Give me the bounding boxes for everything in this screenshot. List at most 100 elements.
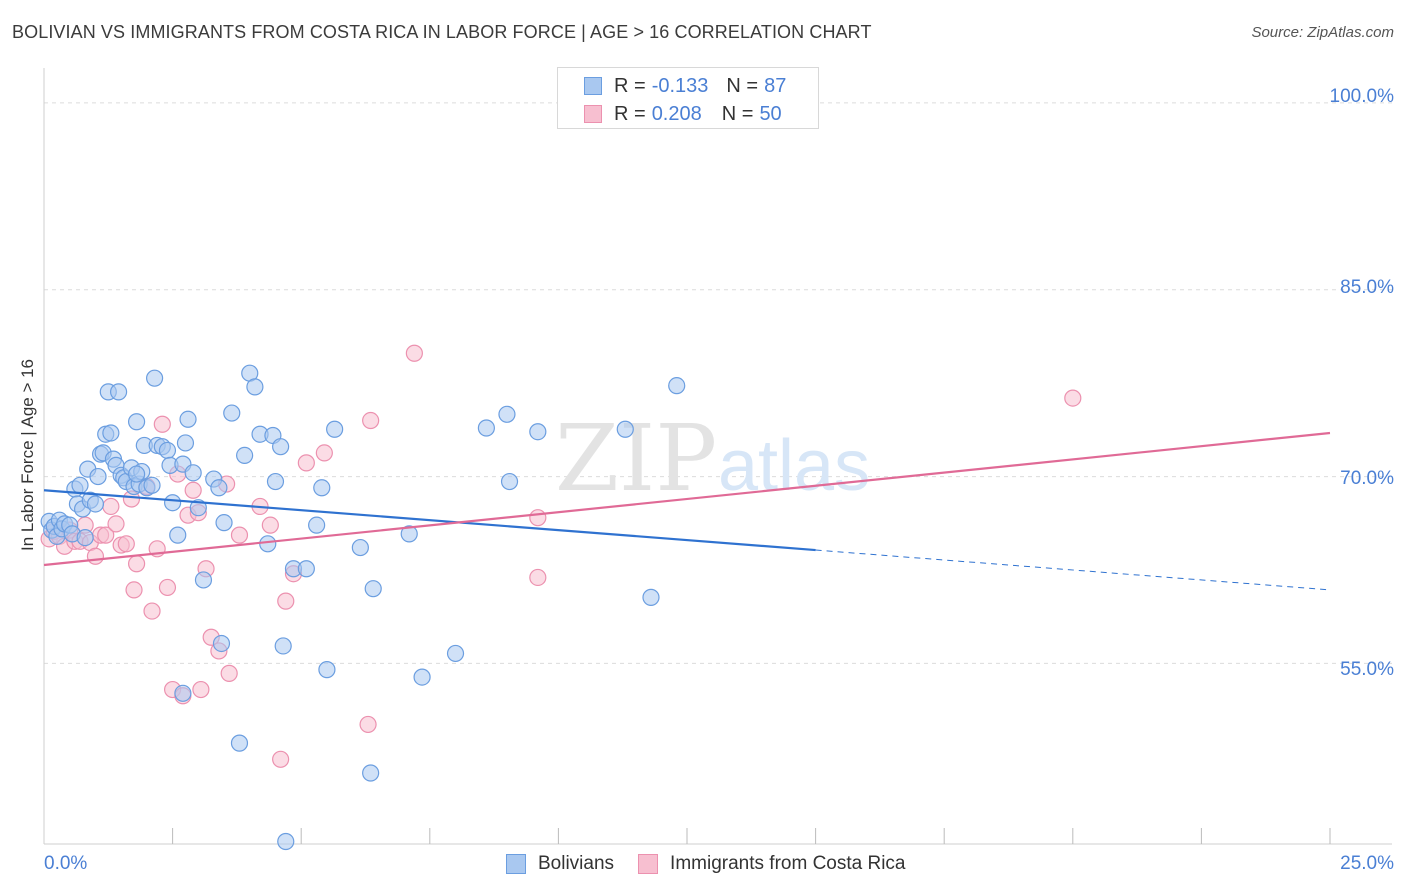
trend-line-costa-rica [43,431,1331,567]
trend-line-bolivians-extrapolated [815,549,1331,591]
legend-r-value: -0.133 [651,74,709,97]
point-costa-rica [277,592,295,610]
point-bolivian [143,476,161,494]
point-bolivian [446,644,465,663]
legend-item-costa-rica[interactable]: Immigrants from Costa Rica [638,853,906,875]
point-bolivian [477,419,495,437]
point-bolivian [498,405,516,423]
point-costa-rica [107,515,125,533]
point-bolivian [215,514,233,532]
watermark-zip: ZIP [555,405,717,512]
legend-r-label: R = [614,74,646,97]
point-bolivian [351,538,369,557]
point-bolivian [212,634,231,653]
point-costa-rica [220,664,238,682]
chart-title: BOLIVIAN VS IMMIGRANTS FROM COSTA RICA I… [12,22,872,42]
legend-item-bolivians[interactable]: Bolivians [506,853,614,875]
point-costa-rica [143,602,161,620]
point-bolivian [529,423,547,441]
legend-n-value: 50 [759,102,782,125]
point-bolivian [71,476,89,494]
legend-label-costa-rica: Immigrants from Costa Rica [670,853,906,874]
point-bolivian [400,525,418,543]
point-costa-rica [272,750,290,768]
x-tick-label: 25.0% [1340,853,1394,874]
point-bolivian [76,528,94,547]
point-bolivian [230,734,249,752]
point-bolivian [277,832,295,851]
point-costa-rica [125,581,143,599]
legend-r-label: R = [614,102,646,125]
point-bolivian [179,410,197,428]
point-bolivian [127,465,146,483]
point-bolivian [145,369,164,387]
point-bolivian [223,404,241,422]
trend-lines [43,431,1331,591]
axes [43,68,1392,845]
point-costa-rica [362,411,380,430]
point-bolivian [127,413,146,431]
legend-swatch-costa-rica [584,105,602,123]
point-costa-rica [127,555,146,573]
legend-label-bolivians: Bolivians [538,853,615,874]
series-legend: Bolivians Immigrants from Costa Rica [506,853,930,875]
chart-source: Source: ZipAtlas.com [1251,24,1394,41]
point-costa-rica [230,526,249,544]
y-tick-label: 100.0% [1329,86,1394,107]
point-bolivian [318,661,336,679]
y-axis-label: In Labor Force | Age > 16 [18,358,37,552]
point-costa-rica [158,578,177,597]
point-costa-rica [297,454,315,472]
legend-n-label: N = [721,102,754,125]
stats-legend: R = -0.133 N = 87 R = 0.208 N = 50 [557,67,819,129]
point-bolivian [189,499,207,517]
point-bolivian [297,560,315,578]
legend-row-costa-rica: R = 0.208 N = 50 [584,102,782,126]
point-bolivian [86,495,105,513]
legend-row-bolivians: R = -0.133 N = 87 [584,74,786,98]
point-costa-rica [102,497,120,516]
point-costa-rica [315,444,333,462]
point-bolivian [266,472,285,491]
point-bolivian [272,438,290,456]
point-costa-rica [529,568,547,587]
point-bolivian [642,588,660,606]
point-costa-rica [261,516,279,534]
point-bolivian [259,535,277,553]
point-bolivian [413,668,431,686]
point-bolivian [246,378,264,396]
series-bolivians [40,364,686,851]
point-bolivian [210,479,228,497]
point-bolivian [184,464,202,482]
point-bolivian [274,637,292,655]
legend-swatch-bolivians [506,854,526,874]
y-tick-label: 85.0% [1340,277,1394,298]
point-costa-rica [1064,389,1082,407]
point-bolivian [313,479,331,497]
point-bolivian [364,580,382,598]
point-bolivian [102,424,120,442]
legend-swatch-bolivians [584,77,602,95]
point-costa-rica [192,680,210,699]
point-bolivian [500,472,519,491]
legend-swatch-costa-rica [638,854,659,874]
point-bolivian [89,467,107,486]
point-bolivian [174,684,192,702]
y-tick-label: 70.0% [1340,468,1394,489]
legend-n-label: N = [726,74,759,97]
point-bolivian [668,377,686,395]
legend-r-value: 0.208 [651,102,702,125]
point-bolivian [158,441,177,460]
point-bolivian [109,383,128,401]
point-costa-rica [359,715,377,734]
point-bolivian [362,764,380,782]
point-costa-rica [117,535,135,553]
point-costa-rica [529,509,547,527]
point-costa-rica [405,344,423,362]
point-bolivian [326,420,344,438]
point-bolivian [164,494,182,512]
point-bolivian [194,571,213,589]
point-bolivian [176,434,195,452]
point-costa-rica [184,481,202,499]
